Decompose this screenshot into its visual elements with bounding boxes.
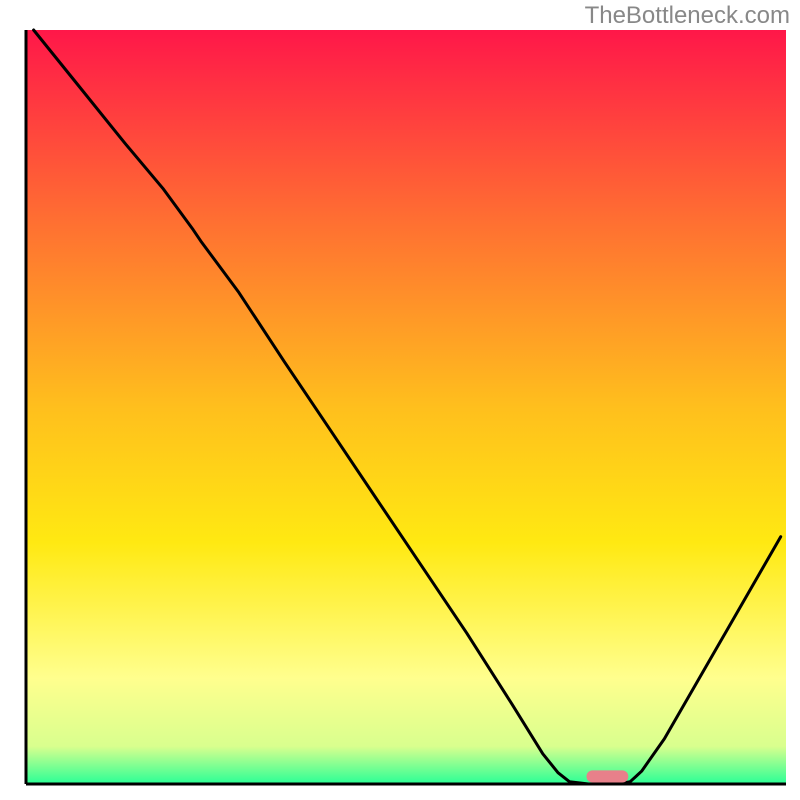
bottleneck-chart: TheBottleneck.com (0, 0, 800, 800)
watermark-text: TheBottleneck.com (585, 2, 790, 30)
gradient-background (26, 30, 786, 784)
optimal-marker (587, 770, 629, 782)
chart-svg (0, 0, 800, 800)
